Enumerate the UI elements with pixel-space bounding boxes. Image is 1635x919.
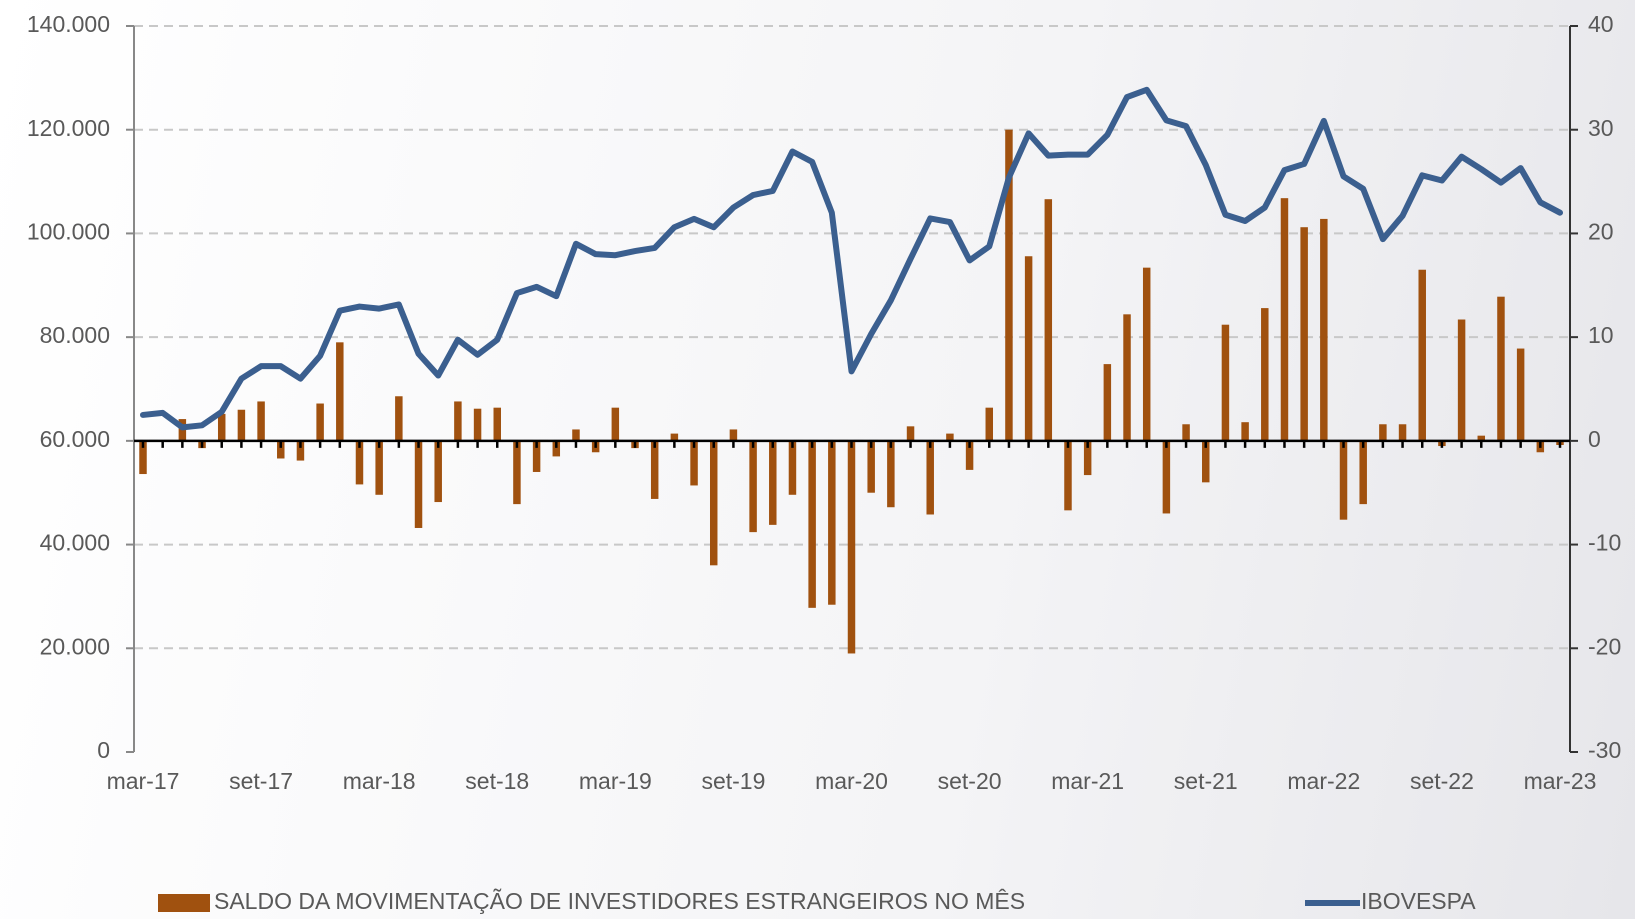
bar	[257, 401, 265, 441]
bar	[532, 440, 541, 472]
bar	[729, 429, 738, 441]
bar	[1359, 440, 1367, 505]
bar	[1280, 198, 1289, 441]
bar	[1398, 424, 1407, 441]
bar	[709, 440, 718, 566]
y2-tick-label: 40	[1588, 11, 1614, 37]
bar	[788, 440, 797, 495]
bar	[1516, 348, 1525, 441]
bar	[1202, 440, 1210, 483]
bar	[572, 429, 580, 441]
bar	[277, 440, 285, 459]
bar	[670, 433, 679, 441]
bar	[906, 426, 915, 441]
bar	[1142, 267, 1151, 441]
x-tick-label: mar-22	[1287, 768, 1360, 794]
bar	[1477, 435, 1486, 441]
line	[140, 86, 1563, 431]
bar	[414, 440, 423, 528]
bar	[139, 440, 147, 475]
y2-tick-label: 10	[1588, 322, 1614, 348]
y-tick-label: 60.000	[40, 426, 110, 452]
x-tick-label: mar-23	[1524, 768, 1597, 794]
bar	[828, 440, 836, 605]
y-tick-label: 20.000	[40, 633, 110, 659]
bar	[847, 440, 856, 654]
bar	[1024, 256, 1033, 441]
bar	[316, 403, 324, 441]
x-tick-label: mar-21	[1051, 768, 1124, 794]
bar	[1162, 440, 1171, 514]
bar	[1005, 129, 1013, 441]
bar	[375, 440, 383, 495]
y-tick-label: 100.000	[27, 219, 110, 245]
bar	[1221, 324, 1230, 441]
y2-tick-label: 30	[1588, 115, 1614, 141]
y2-tick-label: -10	[1588, 530, 1621, 556]
bar	[1320, 218, 1328, 441]
bar	[946, 433, 954, 441]
bar	[1457, 319, 1466, 441]
y-tick-label: 120.000	[27, 115, 110, 141]
bar	[493, 407, 501, 441]
bar	[808, 440, 816, 608]
x-tick-label: set-21	[1174, 768, 1238, 794]
bar	[1044, 199, 1053, 441]
bar	[965, 440, 974, 470]
y2-tick-label: 0	[1588, 426, 1601, 452]
bar	[690, 440, 698, 486]
bar	[769, 440, 777, 525]
bar	[887, 440, 895, 508]
y2-tick-label: -30	[1588, 737, 1621, 763]
y-tick-label: 140.000	[27, 11, 110, 37]
legend-swatch	[158, 894, 210, 912]
bar	[1418, 269, 1426, 441]
bar	[395, 396, 403, 441]
x-tick-label: mar-20	[815, 768, 888, 794]
bar	[611, 407, 620, 441]
bar	[473, 408, 482, 441]
bar	[749, 440, 757, 533]
bar	[217, 413, 226, 441]
bar	[237, 409, 246, 441]
y-tick-label: 0	[97, 737, 110, 763]
x-tick-label: set-22	[1410, 768, 1474, 794]
bar	[1261, 308, 1269, 441]
bar	[434, 440, 442, 503]
x-tick-label: set-20	[938, 768, 1002, 794]
bar	[1083, 440, 1092, 476]
x-tick-label: set-19	[701, 768, 765, 794]
bar	[454, 401, 462, 441]
bar	[985, 407, 994, 441]
legend-label: IBOVESPA	[1361, 888, 1476, 914]
x-tick-label: mar-17	[107, 768, 180, 794]
bar	[1497, 296, 1505, 441]
bar	[296, 440, 305, 461]
bar	[355, 440, 364, 485]
bar	[1103, 364, 1112, 441]
bar	[1379, 424, 1387, 441]
bar	[926, 440, 934, 515]
x-tick-label: mar-18	[343, 768, 416, 794]
bar	[336, 342, 344, 441]
legend-label: SALDO DA MOVIMENTAÇÃO DE INVESTIDORES ES…	[214, 888, 1025, 914]
bar	[1182, 424, 1190, 441]
bar	[1241, 422, 1249, 441]
y-tick-label: 80.000	[40, 322, 110, 348]
y2-tick-label: -20	[1588, 633, 1621, 659]
x-tick-label: set-17	[229, 768, 293, 794]
bar	[552, 440, 561, 457]
bar	[1064, 440, 1072, 511]
bar	[650, 440, 659, 499]
x-tick-label: mar-19	[579, 768, 652, 794]
bar	[513, 440, 521, 505]
y2-tick-label: 20	[1588, 219, 1614, 245]
bar	[1123, 314, 1131, 441]
y-tick-label: 40.000	[40, 530, 110, 556]
bar	[1339, 440, 1348, 520]
bar	[867, 440, 875, 493]
bar	[1300, 227, 1308, 441]
x-tick-label: set-18	[465, 768, 529, 794]
